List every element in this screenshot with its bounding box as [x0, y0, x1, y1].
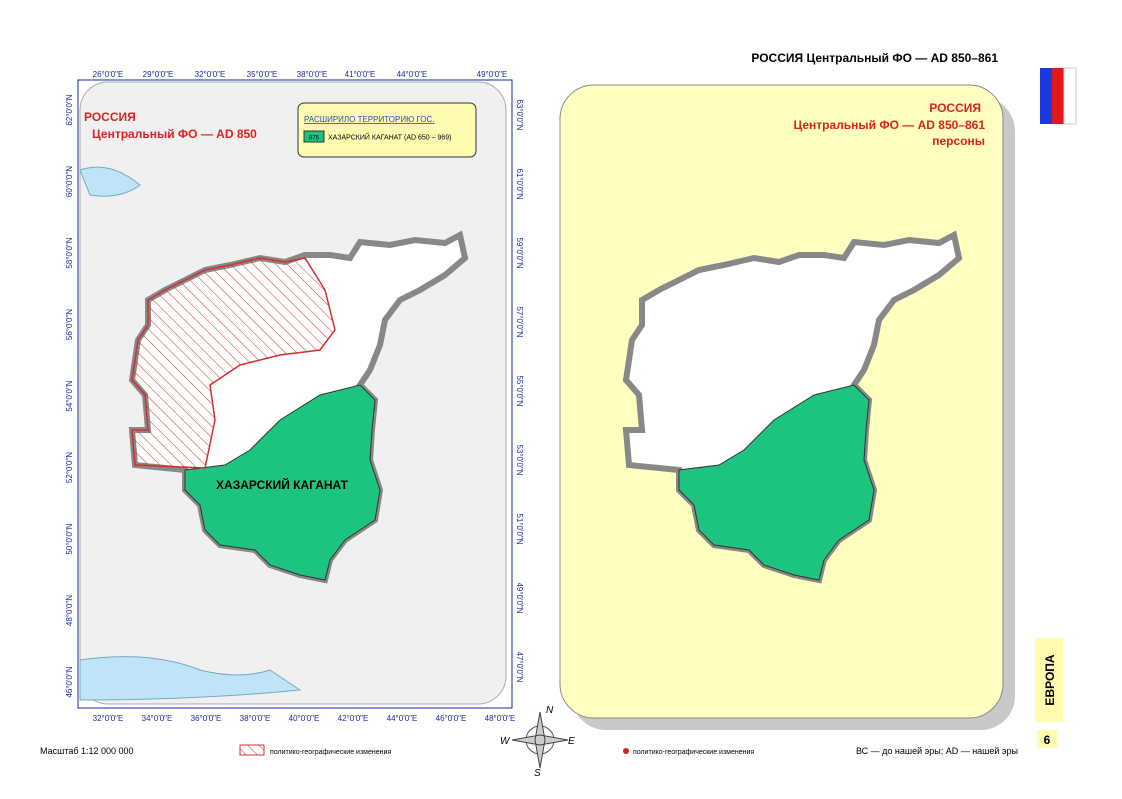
right-tick: 49°0'0"N	[515, 582, 524, 613]
page-box	[1037, 730, 1057, 748]
top-tick: 29°0'0"E	[143, 70, 174, 79]
flag-stripe	[1063, 67, 1077, 125]
map-title: Центральный ФО — AD 850	[92, 127, 257, 141]
bottom-tick: 44°0'0"E	[387, 714, 418, 723]
right-tick: 51°0'0"N	[515, 513, 524, 544]
water	[79, 166, 302, 701]
left-tick: 46°0'0"N	[65, 666, 74, 697]
left-tick: 58°0'0"N	[65, 237, 74, 268]
legend-box	[297, 102, 477, 158]
compass-s: S	[534, 768, 541, 779]
bottom-tick: 46°0'0"E	[436, 714, 467, 723]
bottom-tick: 42°0'0"E	[338, 714, 369, 723]
compass: N W E S	[500, 705, 575, 779]
top-tick: 41°0'0"E	[345, 70, 376, 79]
right-tick: 53°0'0"N	[515, 444, 524, 475]
footer-dot	[623, 748, 629, 754]
bottom-tick: 36°0'0"E	[191, 714, 222, 723]
header-title: РОССИЯ Центральный ФО — AD 850–861	[751, 51, 998, 65]
footer-legend: политико-географические изменения	[633, 749, 754, 756]
top-tick: 44°0'0"E	[397, 70, 428, 79]
legend-swatch	[303, 130, 325, 143]
top-tick: 26°0'0"E	[93, 70, 124, 79]
right-tick: 61°0'0"N	[515, 168, 524, 199]
map-title: РОССИЯ	[929, 101, 981, 115]
legend-entry: ХАЗАРСКИЙ КАГАНАТ (AD 650 – 969)	[328, 133, 452, 142]
flag-stripe	[1040, 68, 1052, 124]
footer-legend: политико-географические изменения	[270, 749, 391, 756]
left-tick: 52°0'0"N	[65, 452, 74, 483]
top-tick: 38°0'0"E	[297, 70, 328, 79]
side-tab-label: ЕВРОПА	[1043, 654, 1057, 705]
legend-swatch-number: 875	[309, 136, 320, 142]
bottom-tick: 48°0'0"E	[485, 714, 516, 723]
legend-heading: РАСШИРИЛО ТЕРРИТОРИЮ ГОС.	[304, 115, 435, 124]
flag-stripe	[1052, 68, 1064, 124]
left-tick: 56°0'0"N	[65, 309, 74, 340]
bottom-tick: 38°0'0"E	[240, 714, 271, 723]
right-tick: 59°0'0"N	[515, 237, 524, 268]
right-tick: 57°0'0"N	[515, 306, 524, 337]
bottom-tick: 32°0'0"E	[93, 714, 124, 723]
hatched-area	[131, 257, 336, 469]
scale: Масштаб 1:12 000 000	[40, 746, 134, 756]
region-label: ХАЗАРСКИЙ КАГАНАТ	[216, 477, 349, 492]
side-tab	[1035, 638, 1063, 722]
page-number: 6	[1044, 733, 1051, 747]
compass-e: E	[568, 736, 575, 747]
tick-labels: 26°0'0"E 29°0'0"E 32°0'0"E 35°0'0"E 38°0'0"E…	[65, 70, 524, 723]
right-tick: 47°0'0"N	[515, 651, 524, 682]
compass-w: W	[500, 736, 511, 747]
footer-swatch	[239, 744, 265, 756]
left-tick: 54°0'0"N	[65, 380, 74, 411]
top-tick: 35°0'0"E	[247, 70, 278, 79]
right-tick: 63°0'0"N	[515, 99, 524, 130]
left-tick: 62°0'0"N	[65, 94, 74, 125]
left-tick: 60°0'0"N	[65, 166, 74, 197]
compass-n: N	[546, 705, 554, 716]
bottom-tick: 34°0'0"E	[142, 714, 173, 723]
era-note: ВС — до нашей эры; AD — нашей эры	[856, 746, 1018, 756]
map-title: персоны	[932, 134, 985, 148]
right-tick: 55°0'0"N	[515, 375, 524, 406]
map-title: Центральный ФО — AD 850–861	[793, 118, 985, 132]
top-tick: 32°0'0"E	[195, 70, 226, 79]
left-tick: 48°0'0"N	[65, 595, 74, 626]
top-tick: 49°0'0"E	[477, 70, 508, 79]
map-title: РОССИЯ	[84, 110, 136, 124]
bottom-tick: 40°0'0"E	[289, 714, 320, 723]
left-tick: 50°0'0"N	[65, 523, 74, 554]
